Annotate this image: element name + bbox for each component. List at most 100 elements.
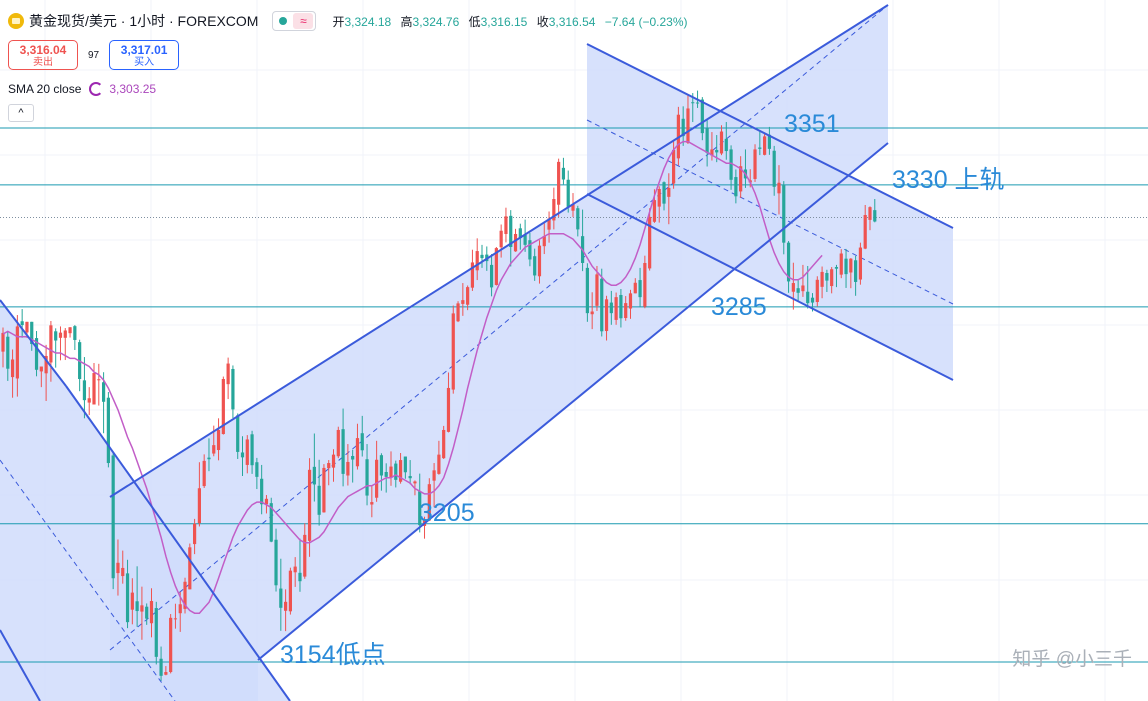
early-channel-lower	[0, 629, 41, 701]
watermark: 知乎 @小三千	[1012, 649, 1132, 670]
candle-body	[858, 247, 863, 280]
spread-value: 97	[88, 49, 100, 61]
candle-body	[437, 454, 441, 474]
sell-button[interactable]: 3,316.04 卖出	[8, 40, 78, 70]
candle-body	[68, 327, 72, 334]
candle-body	[662, 182, 666, 204]
candle-body	[753, 149, 757, 179]
candle	[236, 413, 240, 459]
candle-body	[418, 491, 422, 526]
candle	[44, 344, 48, 401]
candle-body	[643, 262, 647, 307]
candle-body	[729, 149, 733, 180]
sell-label: 卖出	[33, 57, 53, 68]
candle	[600, 268, 604, 337]
candle-body	[427, 484, 431, 521]
candle-body	[145, 606, 149, 619]
candle-body	[202, 460, 206, 487]
candle	[480, 244, 484, 268]
candle-body	[691, 102, 695, 104]
candle-body	[552, 199, 556, 221]
change-value: −7.64 (−0.23%)	[604, 14, 688, 29]
candle	[15, 315, 19, 397]
candle-body	[719, 131, 724, 154]
candle-body	[82, 380, 87, 401]
candle-body	[772, 150, 776, 187]
low-value: 3,316.15	[480, 14, 528, 29]
candle-body	[518, 228, 522, 239]
candle	[331, 449, 336, 482]
candle-body	[494, 248, 498, 285]
candle	[178, 591, 182, 632]
candle	[576, 205, 580, 237]
candle-body	[169, 617, 173, 673]
buy-price: 3,317.01	[120, 43, 168, 57]
early-channel-midline	[0, 459, 176, 701]
candle-body	[604, 299, 609, 332]
candle-body	[303, 534, 307, 577]
candle-body	[413, 481, 417, 484]
candle	[408, 460, 412, 485]
candle	[729, 145, 733, 190]
candle	[68, 327, 72, 338]
collapse-legend-button[interactable]: ^	[8, 104, 34, 122]
sma-legend[interactable]: SMA 20 close 3,303.25	[8, 80, 156, 98]
candle-body	[44, 355, 48, 374]
candle-body	[672, 149, 676, 184]
buy-button[interactable]: 3,317.01 买入	[109, 40, 180, 70]
candle	[293, 557, 297, 587]
horizontal-levels	[0, 127, 1148, 663]
candle-body	[470, 262, 475, 288]
candle-body	[226, 363, 230, 385]
candle-body	[379, 455, 384, 476]
candle	[284, 589, 288, 632]
annotation-3285: 3285	[711, 293, 767, 321]
candle-body	[288, 570, 292, 612]
candle-body	[336, 429, 340, 457]
candle	[700, 97, 704, 141]
candle-body	[370, 502, 374, 505]
candle-body	[106, 397, 110, 464]
candle-body	[695, 102, 700, 104]
candle	[442, 425, 446, 459]
bull-channel-lower	[257, 142, 889, 661]
candle	[78, 339, 82, 392]
candle	[351, 449, 355, 483]
candle-body	[576, 208, 580, 230]
candle	[30, 321, 34, 351]
candle-body	[164, 672, 168, 675]
candle-body	[681, 118, 685, 137]
candle-body	[710, 149, 714, 156]
candle	[101, 372, 106, 434]
candle-body	[394, 463, 398, 480]
candle-body	[293, 566, 297, 573]
candle	[667, 173, 671, 225]
candle-body	[6, 336, 10, 369]
candle-body	[216, 429, 221, 451]
candle	[858, 242, 863, 285]
candle	[456, 301, 460, 323]
candle	[772, 145, 776, 196]
candle	[753, 144, 757, 182]
candle	[154, 601, 158, 665]
bull-channel-midline	[109, 4, 889, 651]
candle	[379, 453, 384, 491]
candle-body	[125, 573, 130, 623]
candle	[111, 452, 115, 590]
candle-body	[154, 608, 158, 657]
candle	[854, 255, 858, 296]
market-status-pill[interactable]: ≈	[272, 11, 317, 31]
candle-body	[595, 274, 599, 306]
candle	[240, 436, 245, 477]
candle-body	[274, 539, 278, 586]
open-label: 开	[332, 14, 345, 29]
wave-icon: ≈	[293, 13, 314, 29]
candle-body	[820, 271, 824, 287]
candle-body	[39, 366, 43, 372]
candle-body	[724, 138, 728, 152]
candle	[648, 208, 652, 271]
candle-body	[782, 185, 786, 243]
candle	[561, 157, 566, 185]
symbol-title[interactable]: 黄金现货/美元 · 1小时 · FOREXCOM	[29, 13, 259, 29]
